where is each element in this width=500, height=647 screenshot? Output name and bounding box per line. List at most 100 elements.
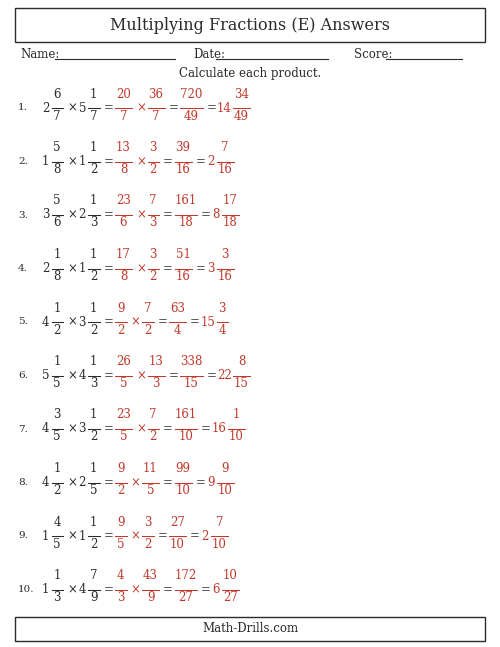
Text: 5: 5 bbox=[54, 377, 61, 390]
Text: 10: 10 bbox=[228, 430, 244, 443]
Text: 18: 18 bbox=[223, 217, 238, 230]
Text: =: = bbox=[190, 529, 200, 542]
Text: 9: 9 bbox=[117, 462, 124, 475]
Text: 2: 2 bbox=[202, 529, 209, 542]
Text: 161: 161 bbox=[174, 408, 197, 421]
Text: 4: 4 bbox=[42, 422, 50, 435]
Text: ×: × bbox=[136, 155, 146, 168]
Text: 4: 4 bbox=[54, 516, 61, 529]
Text: =: = bbox=[201, 422, 211, 435]
Text: 5: 5 bbox=[54, 538, 61, 551]
Text: 3: 3 bbox=[42, 208, 50, 221]
Text: 7: 7 bbox=[90, 569, 98, 582]
Text: 4: 4 bbox=[78, 583, 86, 596]
Text: 1: 1 bbox=[90, 195, 98, 208]
Text: 10: 10 bbox=[212, 538, 227, 551]
Text: =: = bbox=[104, 262, 114, 275]
Text: 10: 10 bbox=[223, 569, 238, 582]
Text: 4: 4 bbox=[174, 324, 181, 336]
Text: ×: × bbox=[67, 102, 77, 115]
Text: 10: 10 bbox=[176, 484, 190, 497]
Text: 7: 7 bbox=[120, 109, 127, 122]
Text: 8: 8 bbox=[120, 163, 127, 176]
Text: ×: × bbox=[136, 102, 146, 115]
Text: 3: 3 bbox=[54, 591, 61, 604]
Text: 5: 5 bbox=[90, 484, 98, 497]
Text: ×: × bbox=[67, 369, 77, 382]
Text: ×: × bbox=[67, 316, 77, 329]
Text: 3: 3 bbox=[207, 262, 214, 275]
Text: 8.: 8. bbox=[18, 478, 28, 487]
Text: =: = bbox=[206, 369, 216, 382]
Text: 161: 161 bbox=[174, 195, 197, 208]
Text: 18: 18 bbox=[178, 217, 193, 230]
Text: =: = bbox=[168, 369, 178, 382]
Text: =: = bbox=[196, 155, 205, 168]
Text: 10: 10 bbox=[170, 538, 185, 551]
Text: 3.: 3. bbox=[18, 210, 28, 219]
Text: 5: 5 bbox=[78, 102, 86, 115]
Text: 49: 49 bbox=[184, 109, 199, 122]
Text: =: = bbox=[104, 316, 114, 329]
Text: 17: 17 bbox=[223, 195, 238, 208]
Text: 2: 2 bbox=[144, 324, 152, 336]
Text: 1: 1 bbox=[90, 302, 98, 314]
Text: 2: 2 bbox=[90, 163, 98, 176]
Text: Math-Drills.com: Math-Drills.com bbox=[202, 622, 298, 635]
Text: 3: 3 bbox=[152, 377, 160, 390]
Text: ×: × bbox=[67, 262, 77, 275]
Text: =: = bbox=[206, 102, 216, 115]
Text: 36: 36 bbox=[148, 87, 164, 100]
Text: 9: 9 bbox=[147, 591, 154, 604]
Text: 16: 16 bbox=[218, 270, 232, 283]
Text: 16: 16 bbox=[212, 422, 226, 435]
Text: 7: 7 bbox=[150, 408, 157, 421]
Text: 5: 5 bbox=[54, 195, 61, 208]
Text: 27: 27 bbox=[178, 591, 193, 604]
Text: Multiplying Fractions (E) Answers: Multiplying Fractions (E) Answers bbox=[110, 17, 390, 34]
Text: 8: 8 bbox=[54, 270, 61, 283]
Text: 7: 7 bbox=[152, 109, 160, 122]
Text: 23: 23 bbox=[116, 195, 131, 208]
Text: 63: 63 bbox=[170, 302, 185, 314]
Text: 2: 2 bbox=[117, 484, 124, 497]
Text: =: = bbox=[104, 102, 114, 115]
Text: 3: 3 bbox=[150, 141, 157, 154]
Text: 8: 8 bbox=[238, 355, 245, 368]
Text: =: = bbox=[104, 529, 114, 542]
Text: 1: 1 bbox=[54, 355, 61, 368]
Text: 3: 3 bbox=[150, 217, 157, 230]
Text: 3: 3 bbox=[78, 316, 86, 329]
Text: =: = bbox=[168, 102, 178, 115]
Text: 15: 15 bbox=[234, 377, 249, 390]
Text: Calculate each product.: Calculate each product. bbox=[179, 67, 321, 80]
Text: 4: 4 bbox=[78, 369, 86, 382]
Text: 6: 6 bbox=[54, 87, 61, 100]
Text: ×: × bbox=[67, 476, 77, 489]
Text: 7: 7 bbox=[144, 302, 152, 314]
Text: 51: 51 bbox=[176, 248, 190, 261]
Text: 7.: 7. bbox=[18, 424, 28, 433]
Text: 2: 2 bbox=[90, 270, 98, 283]
Text: 4: 4 bbox=[117, 569, 124, 582]
Text: 9: 9 bbox=[207, 476, 214, 489]
Text: 1: 1 bbox=[42, 155, 50, 168]
Text: 2: 2 bbox=[144, 538, 152, 551]
Text: 16: 16 bbox=[176, 270, 190, 283]
Text: ×: × bbox=[136, 369, 146, 382]
Text: =: = bbox=[158, 529, 168, 542]
Text: 1: 1 bbox=[90, 248, 98, 261]
Text: 49: 49 bbox=[234, 109, 249, 122]
Text: 4.: 4. bbox=[18, 264, 28, 273]
Text: =: = bbox=[196, 476, 205, 489]
Text: =: = bbox=[163, 155, 173, 168]
Text: ×: × bbox=[67, 422, 77, 435]
Text: 5: 5 bbox=[54, 430, 61, 443]
Text: 17: 17 bbox=[116, 248, 131, 261]
Text: 1: 1 bbox=[78, 529, 86, 542]
Text: ×: × bbox=[130, 316, 140, 329]
Text: 2: 2 bbox=[150, 163, 157, 176]
Text: 16: 16 bbox=[176, 163, 190, 176]
Text: 7: 7 bbox=[216, 516, 223, 529]
Text: 1: 1 bbox=[54, 462, 61, 475]
